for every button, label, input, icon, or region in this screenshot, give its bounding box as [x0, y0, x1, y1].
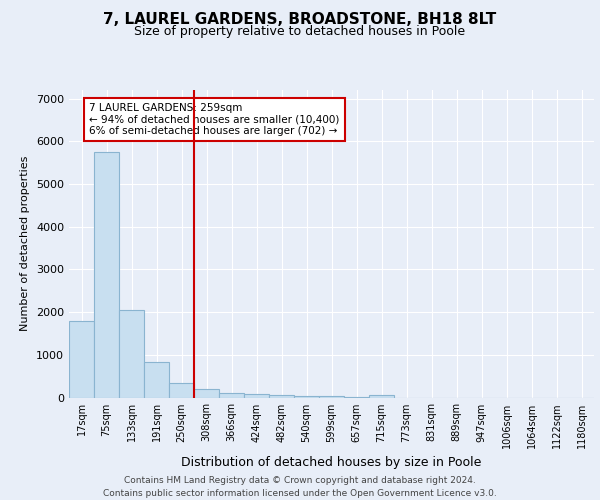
- Bar: [344, 396, 369, 398]
- Y-axis label: Number of detached properties: Number of detached properties: [20, 156, 31, 332]
- Bar: [194, 389, 219, 398]
- Bar: [169, 382, 194, 398]
- Bar: [294, 396, 319, 398]
- Bar: [119, 310, 144, 398]
- Bar: [369, 394, 394, 398]
- Text: Size of property relative to detached houses in Poole: Size of property relative to detached ho…: [134, 25, 466, 38]
- Bar: [319, 396, 344, 398]
- Bar: [269, 395, 294, 398]
- Bar: [144, 362, 169, 398]
- Text: Contains public sector information licensed under the Open Government Licence v3: Contains public sector information licen…: [103, 489, 497, 498]
- X-axis label: Distribution of detached houses by size in Poole: Distribution of detached houses by size …: [181, 456, 482, 469]
- Bar: [219, 393, 244, 398]
- Bar: [244, 394, 269, 398]
- Text: 7 LAUREL GARDENS: 259sqm
← 94% of detached houses are smaller (10,400)
6% of sem: 7 LAUREL GARDENS: 259sqm ← 94% of detach…: [89, 103, 340, 136]
- Bar: [94, 152, 119, 398]
- Bar: [69, 322, 94, 398]
- Text: 7, LAUREL GARDENS, BROADSTONE, BH18 8LT: 7, LAUREL GARDENS, BROADSTONE, BH18 8LT: [103, 12, 497, 28]
- Text: Contains HM Land Registry data © Crown copyright and database right 2024.: Contains HM Land Registry data © Crown c…: [124, 476, 476, 485]
